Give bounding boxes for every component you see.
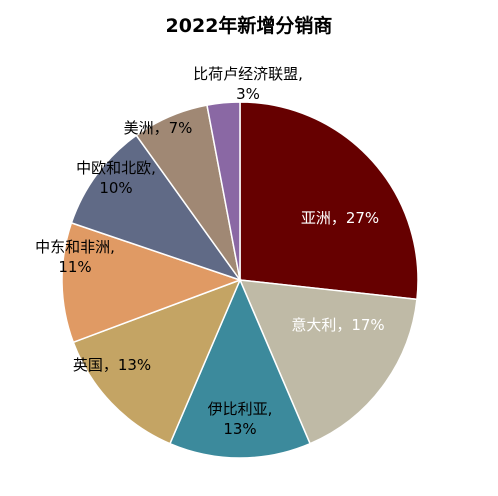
pie-slice	[206, 101, 241, 281]
pie-slice	[61, 221, 243, 344]
pie-slice-label: 中欧和北欧, 10%	[76, 159, 156, 197]
pie-slice	[238, 279, 418, 445]
pie-slice-label: 亚洲，27%	[301, 209, 379, 227]
pie-labels: 亚洲，27% 意大利，17% 伊比利亚, 13% 英国，13% 中东和非洲, 11% 中欧和北…	[35, 65, 385, 438]
pie-slices	[61, 101, 419, 459]
pie-slice	[72, 278, 242, 445]
chart-title: 2022年新增分销商	[166, 14, 333, 37]
pie-slice-label: 美洲，7%	[124, 119, 193, 137]
pie-slice-label: 英国，13%	[73, 356, 151, 374]
pie-slice-label: 中东和非洲, 11%	[35, 238, 115, 276]
pie-slice-label: 比荷卢经济联盟, 3%	[193, 65, 303, 103]
pie-slice-label: 伊比利亚, 13%	[208, 400, 273, 438]
pie-slice	[168, 278, 312, 459]
pie-slice	[70, 134, 242, 282]
pie-slice	[239, 101, 419, 301]
pie-slice-label: 意大利，17%	[291, 316, 384, 334]
